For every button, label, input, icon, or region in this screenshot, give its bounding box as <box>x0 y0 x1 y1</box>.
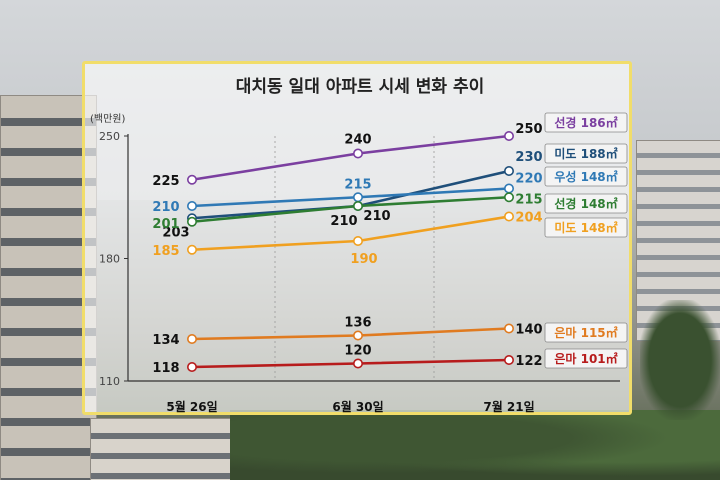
data-point <box>503 131 514 142</box>
trees <box>230 410 720 480</box>
data-point <box>352 236 363 247</box>
legend-entry-5: 미도 148㎡ <box>544 217 628 238</box>
legend-entry-3: 우성 148㎡ <box>544 166 628 187</box>
data-point <box>503 183 514 194</box>
data-point <box>503 354 514 365</box>
legend-label: 선경 186㎡ <box>554 115 617 130</box>
series-4: 201 210 215 <box>152 192 542 232</box>
data-label: 185 <box>152 244 179 259</box>
y-tick-label: 180 <box>99 253 120 266</box>
data-label: 203 <box>162 225 189 240</box>
data-point <box>503 166 514 177</box>
legend-label: 은마 115㎡ <box>554 325 617 340</box>
x-tick-label: 7월 21일 <box>483 399 534 414</box>
data-label: 220 <box>515 172 542 187</box>
data-label: 136 <box>344 316 371 331</box>
data-label: 225 <box>152 174 179 189</box>
data-point <box>187 333 198 344</box>
data-label: 204 <box>515 211 542 226</box>
chart-title: 대치동 일대 아파트 시세 변화 추이 <box>236 77 485 97</box>
series-2: 203 210 230 <box>162 150 542 240</box>
data-point <box>503 211 514 222</box>
data-point <box>352 148 363 159</box>
x-tick-label: 6월 30일 <box>332 399 383 414</box>
data-point <box>187 174 198 185</box>
data-label: 134 <box>152 333 179 348</box>
series-line <box>191 358 510 369</box>
legend-box <box>544 143 628 164</box>
data-point <box>187 201 198 212</box>
y-tick-label: 110 <box>99 375 120 388</box>
legend-box <box>544 217 628 238</box>
data-label: 210 <box>330 214 357 229</box>
y-axis-unit: (백만원) <box>90 113 126 125</box>
legend-label: 미도 148㎡ <box>554 220 617 235</box>
data-label: 210 <box>152 200 179 215</box>
data-point <box>187 361 198 372</box>
data-point <box>352 201 363 212</box>
legend-box <box>544 112 628 133</box>
data-point <box>352 330 363 341</box>
axes: 110 180 250 5월 26일 6월 30일 7월 21일 <box>99 130 620 414</box>
data-label: 250 <box>515 122 542 137</box>
legend-label: 은마 101㎡ <box>554 351 617 366</box>
apartment-building-left <box>0 95 97 480</box>
data-label: 120 <box>344 344 371 359</box>
y-tick-label: 250 <box>99 130 120 143</box>
legend-box <box>544 322 628 343</box>
data-label: 215 <box>344 177 371 192</box>
legend-label: 미도 188㎡ <box>554 146 617 161</box>
data-label: 122 <box>515 354 542 369</box>
data-point <box>352 358 363 369</box>
chart-panel: 대치동 일대 아파트 시세 변화 추이 (백만원) 110 180 250 5월 26… <box>82 61 632 415</box>
data-point <box>352 192 363 203</box>
data-label: 201 <box>152 217 179 232</box>
legend-box <box>544 193 628 214</box>
legend-entry-7: 은마 101㎡ <box>544 348 628 369</box>
data-label: 215 <box>515 192 542 207</box>
legend: 선경 186㎡ 미도 188㎡ 우성 148㎡ 선경 148㎡ 미도 148㎡ 은마 11… <box>544 112 628 369</box>
series-3: 210 215 220 <box>152 172 542 216</box>
data-label: 140 <box>515 323 542 338</box>
data-point <box>503 192 514 203</box>
legend-box <box>544 348 628 369</box>
series-1: 225 240 250 <box>152 122 542 189</box>
legend-entry-6: 은마 115㎡ <box>544 322 628 343</box>
series-5: 185 190 204 <box>152 211 542 268</box>
series-7: 118 120 122 <box>152 344 542 377</box>
data-point <box>187 216 198 227</box>
data-label: 240 <box>344 133 371 148</box>
data-label: 230 <box>515 150 542 165</box>
legend-entry-4: 선경 148㎡ <box>544 193 628 214</box>
legend-entry-1: 선경 186㎡ <box>544 112 628 133</box>
x-tick-label: 5월 26일 <box>166 399 217 414</box>
series-6: 134 136 140 <box>152 316 542 349</box>
data-label: 210 <box>363 209 390 224</box>
data-point <box>187 244 198 255</box>
legend-label: 우성 148㎡ <box>554 169 617 184</box>
data-label: 118 <box>152 361 179 376</box>
data-label: 190 <box>350 252 377 267</box>
data-point <box>503 323 514 334</box>
legend-entry-2: 미도 188㎡ <box>544 143 628 164</box>
apartment-building-bottom <box>90 418 232 480</box>
legend-box <box>544 166 628 187</box>
trees-right <box>640 300 720 420</box>
legend-label: 선경 148㎡ <box>554 196 617 211</box>
line-chart: 대치동 일대 아파트 시세 변화 추이 (백만원) 110 180 250 5월 26… <box>90 77 628 414</box>
